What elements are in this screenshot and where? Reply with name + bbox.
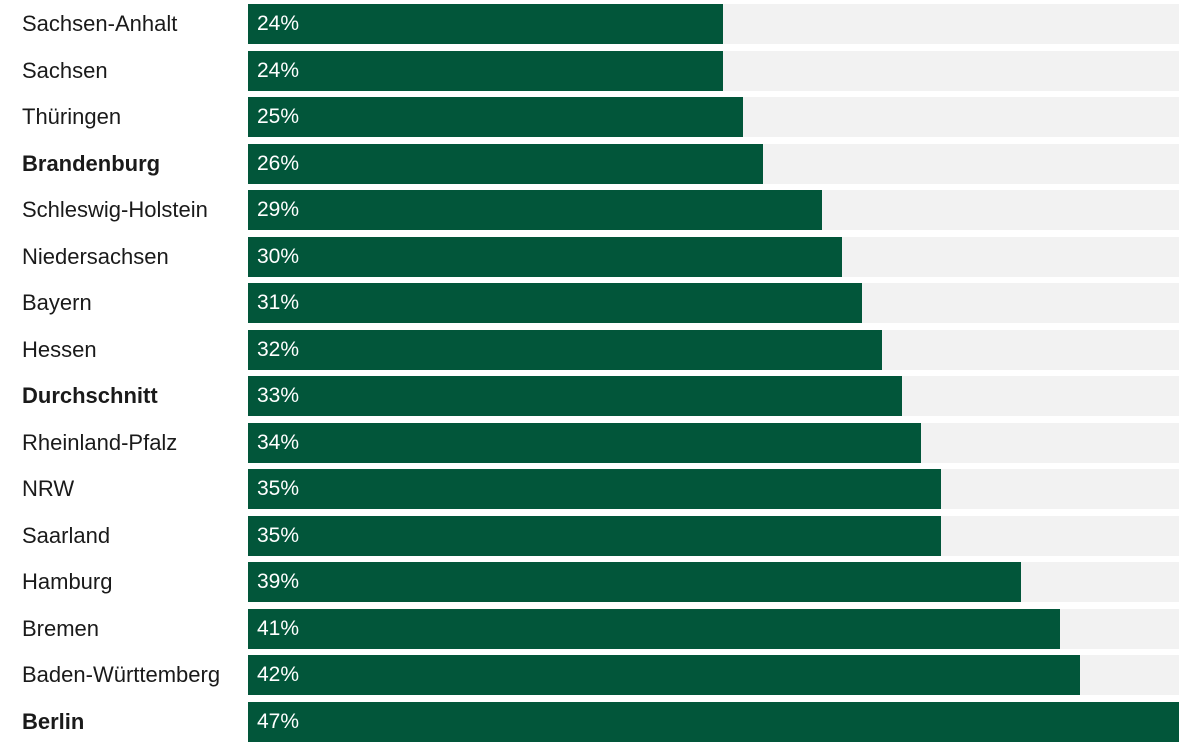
bar-value-label: 33% <box>257 384 300 407</box>
bar-value-label: 24% <box>257 58 300 82</box>
bar <box>248 469 942 509</box>
category-label: Bayern <box>22 290 92 315</box>
bar-track: 42% <box>248 655 1179 695</box>
bar-row: Thüringen 25% <box>0 97 1200 144</box>
bar-value-label: 47% <box>257 709 300 733</box>
bar-row: Niedersachsen 30% <box>0 236 1200 284</box>
category-label: Schleswig-Holstein <box>22 197 208 222</box>
category-label: Berlin <box>22 708 85 734</box>
category-label: Thüringen <box>22 104 122 129</box>
category-label: Hamburg <box>22 569 113 594</box>
bar <box>248 608 1061 649</box>
category-label: Niedersachsen <box>22 243 169 269</box>
bar-row: Sachsen 24% <box>0 50 1200 98</box>
bar-track: 26% <box>248 143 1179 184</box>
bar <box>248 4 724 44</box>
bar-value-label: 32% <box>257 337 300 361</box>
bar-row: Rheinland-Pfalz 34% <box>0 422 1200 470</box>
bar-row: Brandenburg 26% <box>0 143 1200 191</box>
bar-track: 35% <box>248 469 1179 509</box>
bar <box>248 701 1179 742</box>
bar-track: 41% <box>248 608 1179 649</box>
category-label: Saarland <box>22 522 111 548</box>
bar-value-label: 39% <box>257 570 300 593</box>
bar-value-label: 26% <box>257 151 300 175</box>
bar <box>248 376 902 416</box>
bar-value-label: 25% <box>257 105 300 128</box>
bar-row: NRW 35% <box>0 469 1200 516</box>
bar <box>248 143 764 184</box>
bar-row: Hamburg 39% <box>0 562 1200 609</box>
category-label: Sachsen <box>22 57 108 83</box>
bar <box>248 562 1021 602</box>
category-label: Brandenburg <box>22 150 161 176</box>
bar-track: 32% <box>248 329 1179 370</box>
bar-row: Bayern 31% <box>0 283 1200 330</box>
bar-track: 25% <box>248 97 1179 137</box>
bar-track: 30% <box>248 236 1179 277</box>
bar <box>248 97 744 137</box>
bar-row: Schleswig-Holstein 29% <box>0 190 1200 237</box>
category-label: Hessen <box>22 336 97 362</box>
bar-row: Hessen 32% <box>0 329 1200 377</box>
category-label: Durchschnitt <box>22 383 158 408</box>
bar-track: 33% <box>248 376 1179 416</box>
bar <box>248 422 922 463</box>
bar-track: 39% <box>248 562 1179 602</box>
bar-value-label: 34% <box>257 430 300 454</box>
category-label: Rheinland-Pfalz <box>22 429 178 455</box>
category-label: Sachsen-Anhalt <box>22 11 178 36</box>
bar-value-label: 30% <box>257 244 300 268</box>
bar-value-label: 35% <box>257 523 300 547</box>
bar <box>248 515 942 556</box>
category-label: NRW <box>22 476 75 501</box>
bar-track: 34% <box>248 422 1179 463</box>
bar-value-label: 35% <box>257 477 300 500</box>
bar <box>248 283 863 323</box>
bar-row: Durchschnitt 33% <box>0 376 1200 423</box>
category-label: Baden-Württemberg <box>22 662 221 687</box>
category-label: Bremen <box>22 615 100 641</box>
bar-row: Baden-Württemberg 42% <box>0 655 1200 702</box>
bar <box>248 50 724 91</box>
bar-value-label: 31% <box>257 291 300 314</box>
bar-row: Saarland 35% <box>0 515 1200 563</box>
bar-value-label: 29% <box>257 198 300 221</box>
bar-track: 31% <box>248 283 1179 323</box>
bar-row: Sachsen-Anhalt 24% <box>0 4 1200 51</box>
bar <box>248 190 823 230</box>
bar-track: 47% <box>248 701 1179 742</box>
bar-value-label: 41% <box>257 616 300 640</box>
bar-track: 24% <box>248 4 1179 44</box>
bar-track: 35% <box>248 515 1179 556</box>
bar-track: 29% <box>248 190 1179 230</box>
bar <box>248 655 1080 695</box>
bar <box>248 329 882 370</box>
bar-value-label: 24% <box>257 12 300 35</box>
bar-value-label: 42% <box>257 663 300 686</box>
bar-row: Berlin 47% <box>0 701 1200 749</box>
bar-track: 24% <box>248 50 1179 91</box>
bar <box>248 236 843 277</box>
bar-row: Bremen 41% <box>0 608 1200 656</box>
